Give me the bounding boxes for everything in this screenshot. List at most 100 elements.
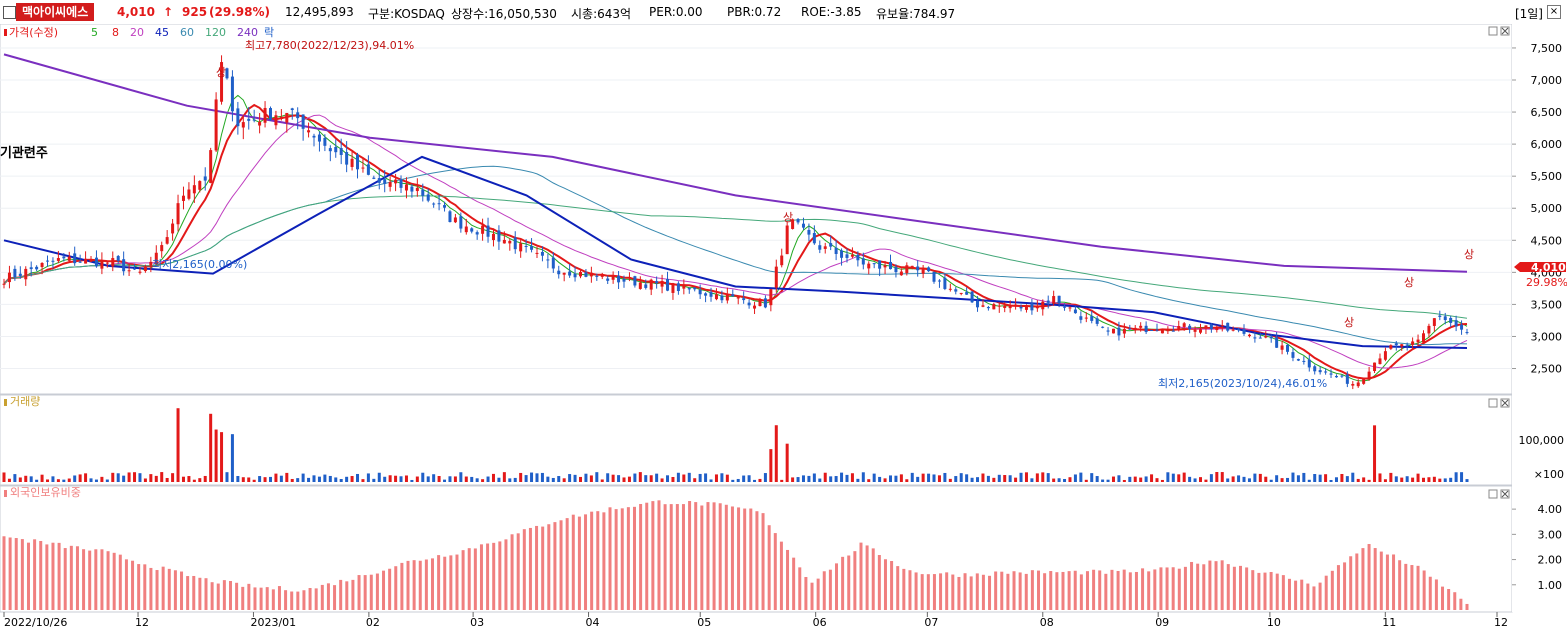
foreign-axis: 1.00 2.00 3.00 4.00: [1512, 503, 1562, 592]
select-checkbox[interactable]: [3, 6, 16, 19]
candle-body: [1139, 325, 1143, 328]
volume-bar: [927, 473, 931, 482]
candle-body: [312, 135, 316, 138]
volume-bar: [24, 475, 28, 482]
foreign-bar: [981, 574, 985, 610]
candle-body: [187, 189, 191, 199]
volume-bar: [214, 429, 218, 482]
volume-bar: [1454, 472, 1458, 482]
candle-body: [410, 186, 414, 192]
volume-bar: [551, 477, 555, 482]
foreign-bar: [277, 586, 281, 610]
volume-bar: [850, 473, 854, 482]
foreign-bar: [786, 549, 790, 610]
volume-bar: [1427, 477, 1431, 482]
foreign-bar: [479, 544, 483, 610]
candle-body: [1215, 328, 1219, 331]
period-selector[interactable]: [1일]: [1514, 7, 1543, 21]
candle-body: [823, 246, 827, 249]
candle-body: [192, 185, 196, 194]
foreign-bar: [112, 552, 116, 610]
foreign-bar: [1220, 560, 1224, 610]
foreign-bar: [388, 568, 392, 610]
volume-bar: [62, 479, 66, 482]
panel-controls-foreign[interactable]: [1488, 489, 1510, 499]
volume-bar: [981, 473, 985, 482]
foreign-bar: [1024, 573, 1028, 610]
price-tick-label: 5,000: [1531, 202, 1563, 215]
foreign-bar: [333, 585, 337, 610]
foreign-tick-label: 2.00: [1538, 554, 1563, 567]
price-tick-label: 5,500: [1531, 170, 1563, 183]
candle-body: [1199, 329, 1203, 333]
foreign-bar: [730, 506, 734, 610]
volume-bar: [1465, 479, 1469, 482]
volume-bar: [921, 473, 925, 482]
close-icon[interactable]: ×: [1547, 5, 1561, 19]
candle-body: [584, 272, 588, 277]
candle-body: [1024, 305, 1028, 310]
candle-body: [878, 260, 882, 269]
volume-bar: [1024, 472, 1028, 482]
volume-bar: [1237, 475, 1241, 482]
candle-body: [122, 259, 126, 272]
volume-bar: [562, 478, 566, 482]
candle-body: [1052, 296, 1056, 304]
candle-body: [62, 256, 66, 259]
candle-body: [214, 99, 218, 151]
foreign-bar: [877, 555, 881, 610]
foreign-bar: [841, 556, 845, 610]
candle-body: [573, 273, 577, 278]
foreign-bar: [614, 509, 618, 610]
candle-body: [1351, 383, 1355, 386]
candle-body: [154, 252, 158, 264]
candle-body: [366, 164, 370, 175]
volume-bar: [143, 478, 147, 482]
volume-bar: [1215, 472, 1219, 482]
foreign-bar: [1245, 567, 1249, 610]
candle-body: [2, 283, 6, 285]
volume-bar: [747, 475, 751, 482]
volume-bar: [67, 478, 71, 482]
candle-body: [388, 182, 392, 187]
candle-body: [671, 283, 675, 293]
candle-body: [241, 122, 245, 128]
foreign-bar: [284, 590, 288, 610]
foreign-tick-label: 4.00: [1538, 503, 1563, 516]
foreign-bar: [14, 538, 18, 610]
volume-bar: [954, 476, 958, 482]
volume-bar: [1438, 478, 1442, 482]
foreign-bar: [737, 507, 741, 610]
foreign-bar: [571, 514, 575, 610]
foreign-bar: [859, 542, 863, 610]
volume-bar: [1247, 478, 1251, 482]
panel-controls-price[interactable]: [1488, 26, 1510, 36]
candle-body: [1286, 344, 1290, 352]
candle-body: [225, 68, 229, 79]
volume-bar: [1242, 476, 1246, 482]
panel-controls-volume[interactable]: [1488, 398, 1510, 408]
candle-body: [73, 253, 77, 264]
volume-bar: [867, 479, 871, 482]
volume-bar: [160, 472, 164, 482]
foreign-bar: [1324, 575, 1328, 610]
up-arrow-icon: ↑: [163, 5, 174, 19]
foreign-bar: [1018, 572, 1022, 610]
candle-body: [127, 270, 131, 272]
foreign-bar: [779, 541, 783, 610]
volume-bar: [377, 472, 381, 482]
foreign-bar: [473, 548, 477, 610]
candle-body: [660, 280, 664, 287]
foreign-bar: [1355, 553, 1359, 610]
candle-body: [769, 289, 773, 306]
volume-bar: [350, 476, 354, 482]
candle-body: [1008, 306, 1012, 309]
volume-bar: [829, 476, 833, 482]
foreign-bar: [681, 504, 685, 610]
candle-body: [1014, 304, 1018, 306]
foreign-bar: [1000, 571, 1004, 610]
candle-body: [13, 268, 17, 278]
date-tick-label: 05: [697, 616, 711, 629]
volume-bar: [410, 479, 414, 482]
stock-name[interactable]: 맥아이씨에스: [16, 3, 95, 21]
